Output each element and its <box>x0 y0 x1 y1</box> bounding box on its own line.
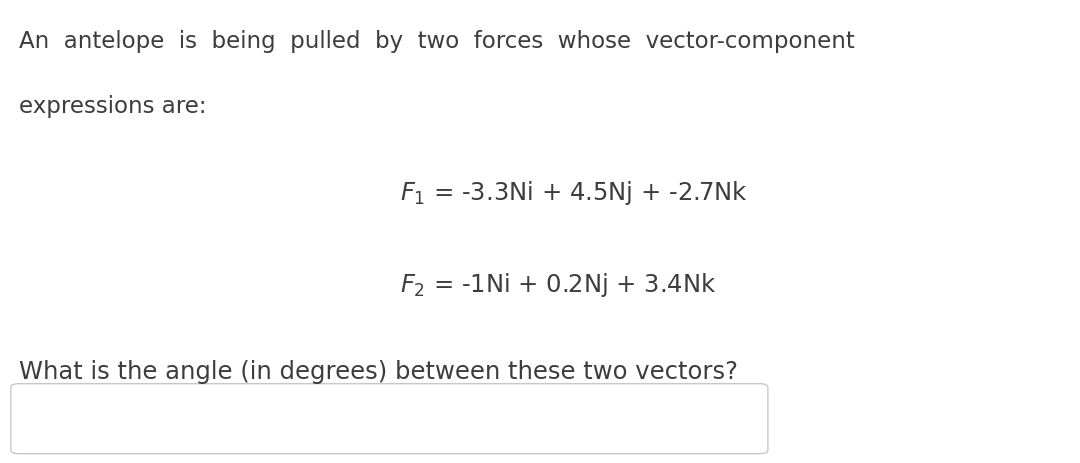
Text: expressions are:: expressions are: <box>19 95 207 118</box>
Text: $F_1$ = -3.3Ni + 4.5Nj + -2.7Nk: $F_1$ = -3.3Ni + 4.5Nj + -2.7Nk <box>400 178 747 206</box>
Text: What is the angle (in degrees) between these two vectors?: What is the angle (in degrees) between t… <box>19 359 739 383</box>
FancyBboxPatch shape <box>11 384 768 454</box>
Text: An  antelope  is  being  pulled  by  two  forces  whose  vector-component: An antelope is being pulled by two force… <box>19 30 855 53</box>
Text: $F_2$ = -1Ni + 0.2Nj + 3.4Nk: $F_2$ = -1Ni + 0.2Nj + 3.4Nk <box>400 271 716 299</box>
